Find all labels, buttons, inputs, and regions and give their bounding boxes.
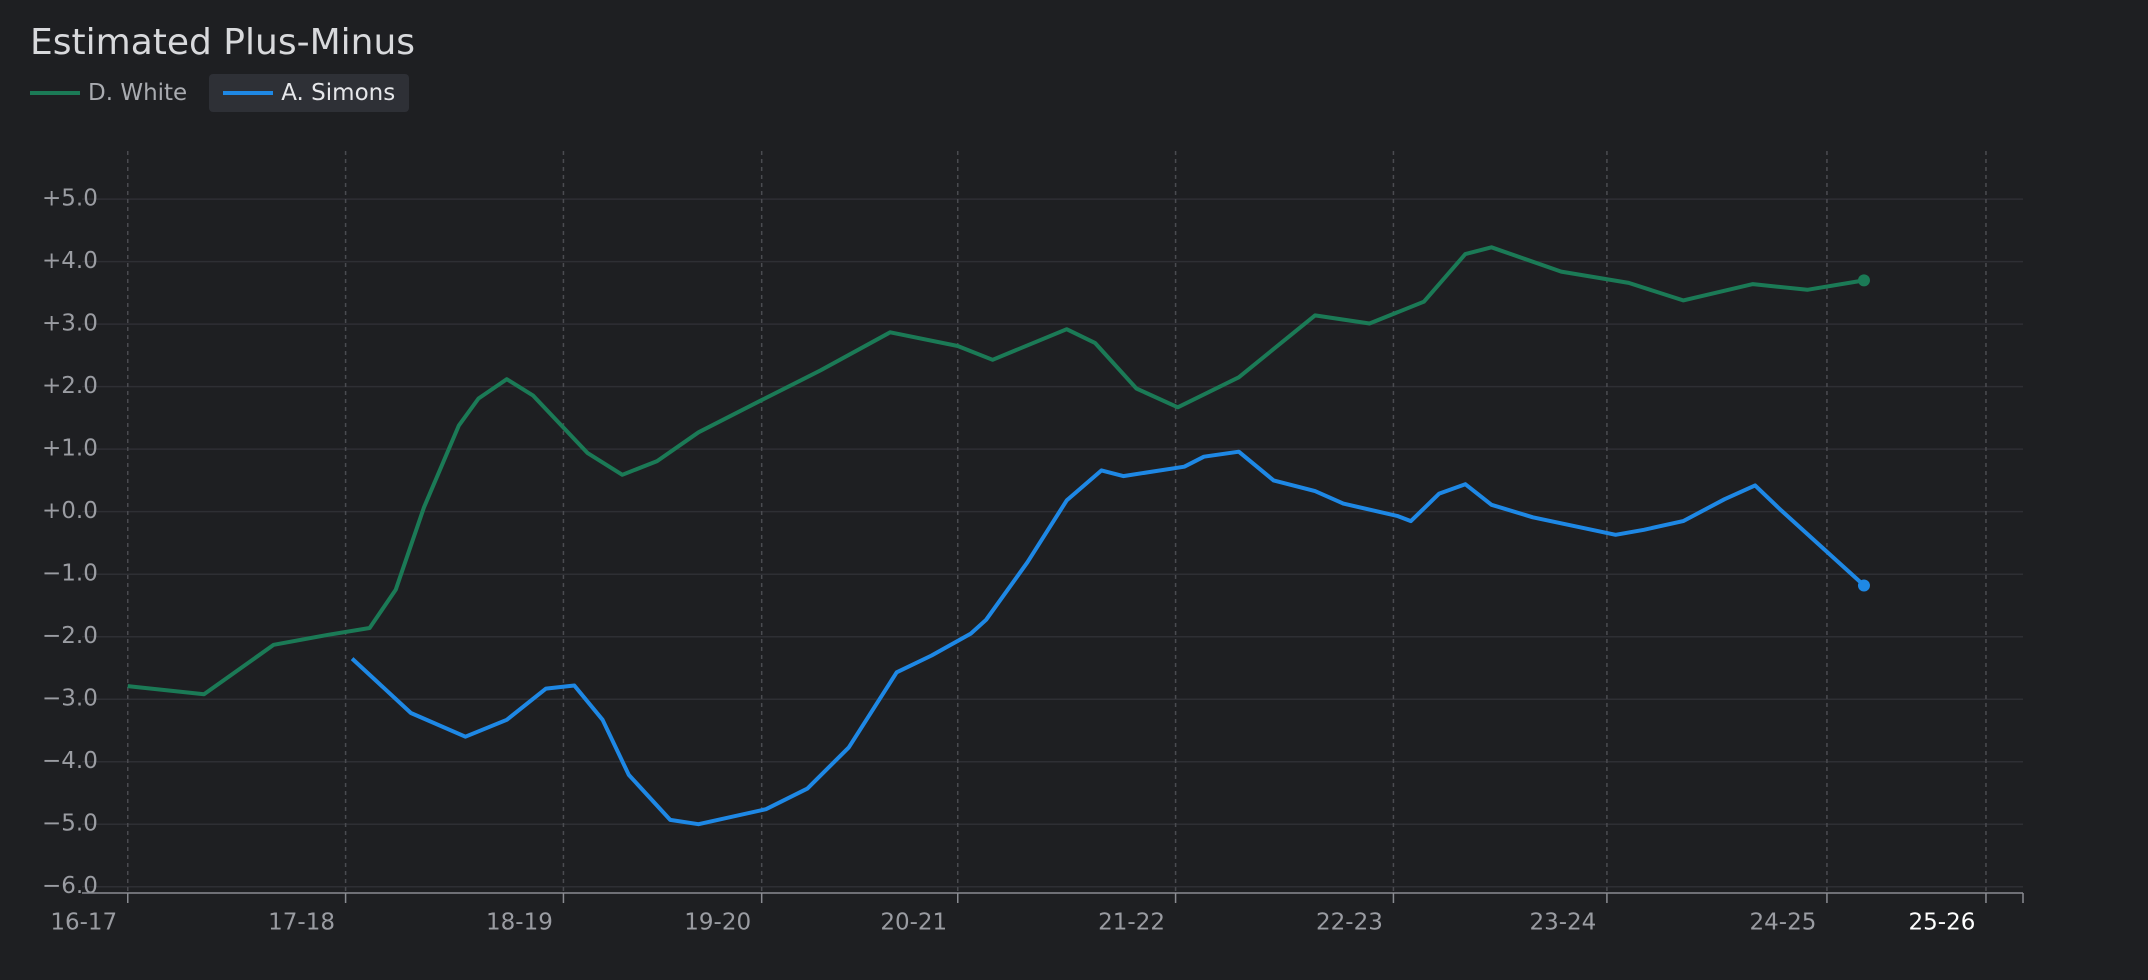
legend: D. White A. Simons (30, 74, 410, 112)
y-tick-label: +4.0 (42, 248, 98, 274)
end-point (1857, 579, 1870, 592)
x-tick-label: 21-22 (1098, 910, 1165, 936)
y-tick-label: −2.0 (42, 623, 98, 649)
legend-item[interactable]: A. Simons (209, 74, 410, 112)
y-tick-label: +2.0 (42, 373, 98, 399)
y-tick-label: +5.0 (42, 186, 98, 212)
y-tick-label: +3.0 (42, 311, 98, 337)
x-tick-label: 22-23 (1316, 910, 1383, 936)
y-tick-label: −6.0 (42, 873, 98, 899)
x-tick-label: 24-25 (1750, 910, 1817, 936)
legend-label: D. White (88, 80, 188, 106)
legend-swatch (30, 91, 80, 95)
y-tick-label: −3.0 (42, 686, 98, 712)
x-tick-label: 20-21 (880, 910, 947, 936)
series-line (350, 449, 1866, 827)
series-line (127, 245, 1865, 697)
x-tick-label: 19-20 (684, 910, 751, 936)
y-tick-label: +0.0 (42, 498, 98, 524)
end-point (1857, 274, 1870, 287)
x-tick-label: 25-26 (1909, 910, 1976, 936)
legend-swatch (223, 91, 274, 95)
legend-item[interactable]: D. White (30, 74, 201, 112)
x-tick-label: 16-17 (50, 910, 117, 936)
y-tick-label: +1.0 (42, 436, 98, 462)
y-tick-label: −4.0 (42, 748, 98, 774)
legend-label: A. Simons (281, 80, 396, 106)
x-tick-label: 17-18 (268, 910, 335, 936)
y-tick-label: −1.0 (42, 561, 98, 587)
x-tick-label: 18-19 (486, 910, 553, 936)
y-tick-label: −5.0 (42, 811, 98, 837)
chart-title: Estimated Plus-Minus (30, 22, 416, 63)
x-tick-label: 23-24 (1529, 910, 1596, 936)
